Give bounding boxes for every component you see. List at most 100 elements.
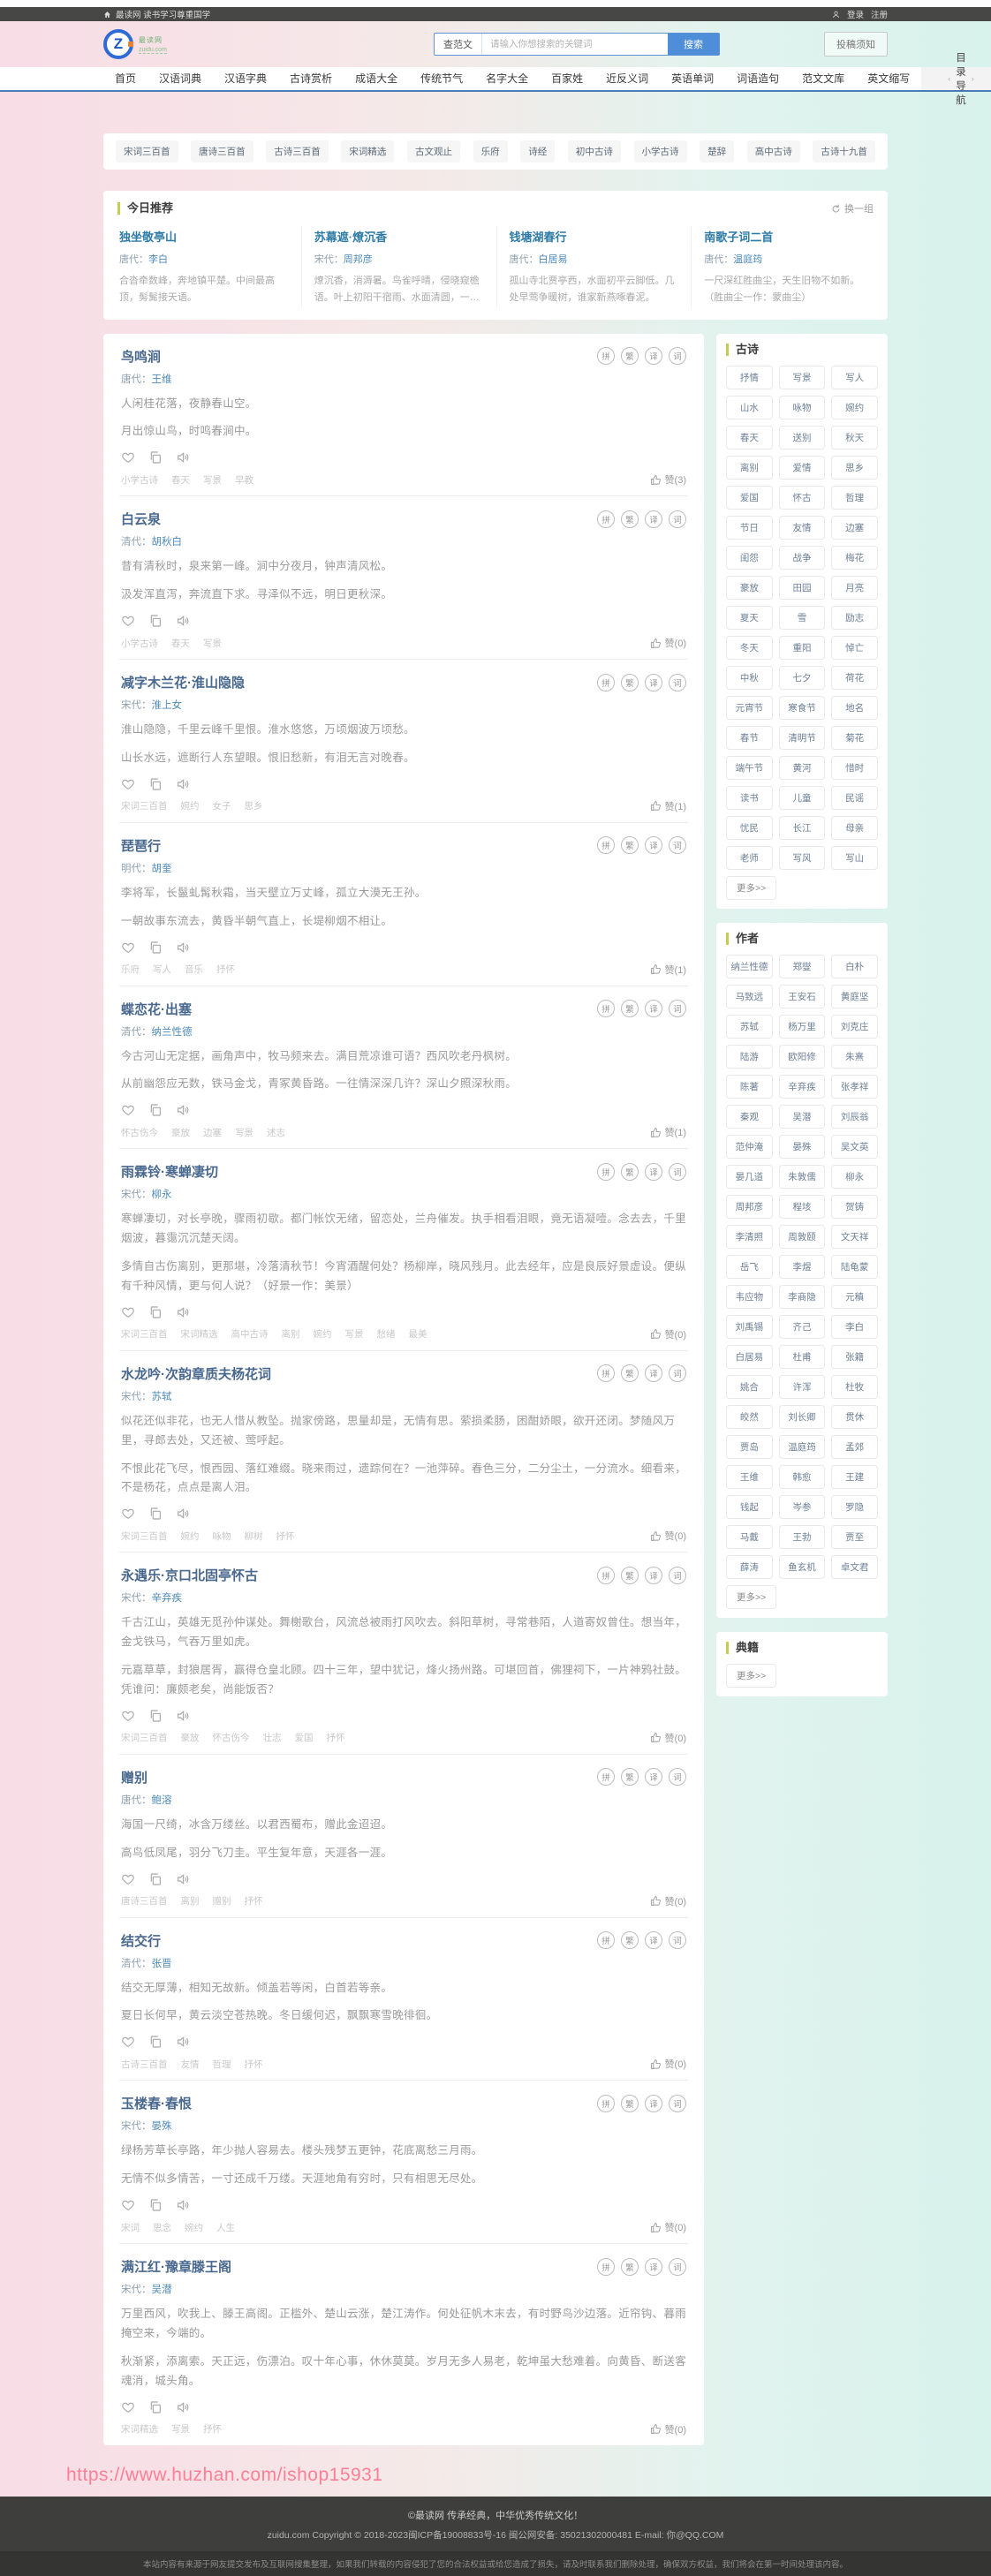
like-heart-icon[interactable]: [121, 1103, 135, 1117]
author-chip[interactable]: 郑燮: [778, 954, 826, 978]
tool-icon-繁[interactable]: 繁: [621, 2094, 639, 2112]
author-chip[interactable]: 程垓: [778, 1194, 826, 1219]
gushi-chip[interactable]: 读书: [726, 785, 773, 810]
gushi-chip[interactable]: 春天: [726, 425, 773, 449]
poem-tag[interactable]: 爱国: [294, 1733, 314, 1744]
author-chip[interactable]: 刘长卿: [778, 1404, 826, 1429]
gushi-chip[interactable]: 送别: [778, 425, 826, 449]
nav-item-11[interactable]: 范文文库: [802, 72, 845, 85]
poem-tag[interactable]: 赠别: [212, 1896, 231, 1907]
copy-icon[interactable]: [148, 614, 163, 628]
tool-icon-繁[interactable]: 繁: [621, 1162, 639, 1181]
tool-icon-拼[interactable]: 拼: [597, 510, 615, 528]
poem-tag[interactable]: 离别: [180, 1896, 200, 1907]
gushi-chip[interactable]: 春节: [726, 725, 773, 750]
nav-item-5[interactable]: 传统节气: [420, 72, 464, 85]
poem-title[interactable]: 玉楼春·春恨: [121, 2096, 192, 2112]
quick-tag-0[interactable]: 宋词三百首: [116, 140, 178, 162]
gushi-chip[interactable]: 战争: [778, 545, 826, 570]
author-chip[interactable]: 王建: [831, 1464, 878, 1489]
quick-tag-9[interactable]: 楚辞: [700, 140, 735, 162]
gushi-chip[interactable]: 写人: [831, 365, 878, 389]
poem-title[interactable]: 水龙吟·次韵章质夫杨花词: [121, 1366, 271, 1382]
today-card-title[interactable]: 苏幕遮·燎沉香: [314, 230, 388, 244]
author-link[interactable]: 温庭筠: [733, 254, 763, 265]
poem-tag[interactable]: 抒怀: [326, 1733, 345, 1744]
poem-tag[interactable]: 写景: [344, 1329, 364, 1341]
author-chip[interactable]: 范仲淹: [726, 1134, 773, 1159]
poem-tag[interactable]: 古诗三百首: [121, 2059, 168, 2070]
tool-icon-拼[interactable]: 拼: [597, 673, 615, 691]
author-chip[interactable]: 薛涛: [726, 1554, 773, 1579]
poem-tag[interactable]: 写景: [203, 638, 222, 649]
tool-icon-词[interactable]: 词: [669, 1566, 686, 1584]
tool-icon-拼[interactable]: 拼: [597, 1768, 615, 1787]
poem-tag[interactable]: 最美: [408, 1329, 427, 1341]
gushi-chip[interactable]: 民谣: [831, 785, 878, 810]
tool-icon-拼[interactable]: 拼: [597, 836, 615, 855]
gushi-more-link[interactable]: 更多>>: [726, 875, 777, 900]
tool-icon-繁[interactable]: 繁: [621, 836, 639, 855]
author-chip[interactable]: 王勃: [778, 1524, 826, 1549]
audio-icon[interactable]: [176, 2400, 190, 2414]
tool-icon-繁[interactable]: 繁: [621, 673, 639, 691]
tool-icon-词[interactable]: 词: [669, 1000, 686, 1017]
nav-item-7[interactable]: 百家姓: [551, 72, 584, 85]
tool-icon-繁[interactable]: 繁: [621, 1931, 639, 1949]
copy-icon[interactable]: [148, 1305, 163, 1319]
poem-tag[interactable]: 抒怀: [203, 2424, 222, 2435]
poem-tag[interactable]: 写景: [235, 1127, 253, 1138]
poem-tag[interactable]: 春天: [171, 638, 190, 649]
gushi-chip[interactable]: 写山: [831, 845, 878, 870]
gushi-chip[interactable]: 端午节: [726, 755, 773, 780]
poem-tag[interactable]: 离别: [281, 1329, 300, 1341]
gushi-chip[interactable]: 长江: [778, 815, 826, 840]
author-chip[interactable]: 辛弃疾: [778, 1074, 826, 1099]
gushi-chip[interactable]: 地名: [831, 695, 878, 720]
gushi-chip[interactable]: 婉约: [831, 395, 878, 419]
author-link[interactable]: 纳兰性德: [151, 1026, 193, 1038]
author-chip[interactable]: 刘克庄: [831, 1014, 878, 1039]
audio-icon[interactable]: [176, 1305, 190, 1319]
poem-tag[interactable]: 写人: [153, 964, 171, 975]
poem-title[interactable]: 满江红·豫章滕王阁: [121, 2260, 231, 2275]
quick-tag-10[interactable]: 高中古诗: [746, 140, 800, 162]
today-card-title[interactable]: 南歌子词二首: [704, 230, 774, 244]
quick-tag-11[interactable]: 古诗十九首: [813, 140, 875, 162]
copy-icon[interactable]: [148, 1507, 163, 1521]
gushi-chip[interactable]: 夏天: [726, 605, 773, 630]
author-chip[interactable]: 李白: [831, 1314, 878, 1339]
author-chip[interactable]: 周邦彦: [726, 1194, 773, 1219]
gushi-chip[interactable]: 秋天: [831, 425, 878, 449]
poem-tag[interactable]: 宋词三百首: [121, 1530, 168, 1542]
author-chip[interactable]: 杜牧: [831, 1374, 878, 1399]
gushi-chip[interactable]: 抒情: [726, 365, 773, 389]
poem-tag[interactable]: 音乐: [185, 964, 203, 975]
today-card-title[interactable]: 钱塘湖春行: [509, 230, 567, 244]
poem-title[interactable]: 永遇乐·京口北固亭怀古: [121, 1568, 258, 1584]
author-chip[interactable]: 刘辰翁: [831, 1104, 878, 1129]
nav-item-4[interactable]: 成语大全: [355, 72, 398, 85]
tool-icon-译[interactable]: 译: [645, 1566, 662, 1584]
like-heart-icon[interactable]: [121, 1872, 135, 1886]
copy-icon[interactable]: [148, 2400, 163, 2414]
nav-item-3[interactable]: 古诗赏析: [290, 72, 333, 85]
poem-tag[interactable]: 怀古伤今: [121, 1127, 158, 1138]
author-link[interactable]: 晏殊: [151, 2121, 172, 2133]
like-button[interactable]: 赞(0): [650, 1731, 686, 1745]
author-chip[interactable]: 吴文英: [831, 1134, 878, 1159]
copy-icon[interactable]: [148, 1872, 163, 1886]
poem-tag[interactable]: 婉约: [180, 801, 200, 812]
tool-icon-词[interactable]: 词: [669, 347, 686, 365]
author-chip[interactable]: 贾岛: [726, 1434, 773, 1459]
poem-tag[interactable]: 女子: [212, 801, 231, 812]
tool-icon-译[interactable]: 译: [645, 1931, 662, 1949]
like-heart-icon[interactable]: [121, 1305, 135, 1319]
gushi-chip[interactable]: 寒食节: [778, 695, 826, 720]
tool-icon-繁[interactable]: 繁: [621, 1000, 639, 1017]
poem-tag[interactable]: 婉约: [180, 1530, 200, 1542]
gushi-chip[interactable]: 清明节: [778, 725, 826, 750]
author-chip[interactable]: 马戴: [726, 1524, 773, 1549]
copy-icon[interactable]: [148, 2198, 163, 2212]
author-chip[interactable]: 韦应物: [726, 1284, 773, 1309]
